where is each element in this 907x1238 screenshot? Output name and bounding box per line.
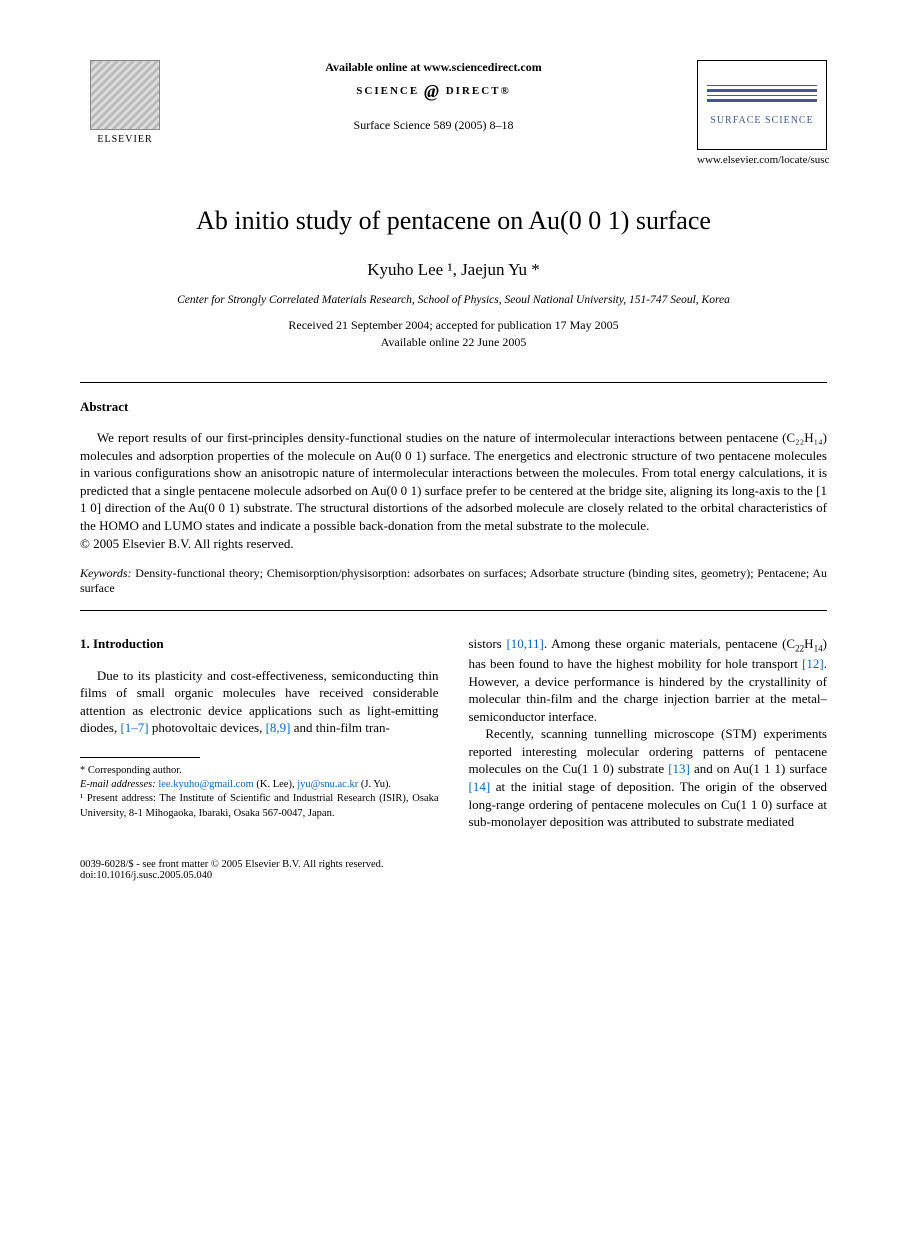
ref-link-12[interactable]: [12] (802, 656, 824, 671)
present-address-note: ¹ Present address: The Institute of Scie… (80, 792, 439, 820)
elsevier-tree-icon (90, 60, 160, 130)
received-date: Received 21 September 2004; accepted for… (80, 318, 827, 333)
header-row: ELSEVIER Available online at www.science… (80, 60, 827, 166)
online-date: Available online 22 June 2005 (80, 335, 827, 350)
intro-para-left: Due to its plasticity and cost-effective… (80, 667, 439, 737)
email-name-1: (K. Lee), (254, 779, 297, 790)
divider-bottom (80, 610, 827, 611)
keywords: Keywords: Density-functional theory; Che… (80, 566, 827, 596)
left-column: 1. Introduction Due to its plasticity an… (80, 635, 439, 830)
journal-logo-block: SURFACE SCIENCE www.elsevier.com/locate/… (697, 60, 827, 166)
sciencedirect-word1: SCIENCE (356, 85, 419, 97)
corresponding-author-note: * Corresponding author. (80, 764, 439, 778)
footnotes-block: * Corresponding author. E-mail addresses… (80, 764, 439, 821)
available-online-text: Available online at www.sciencedirect.co… (190, 60, 677, 75)
abstract-heading: Abstract (80, 399, 827, 415)
divider-top (80, 382, 827, 383)
author-list: Kyuho Lee ¹, Jaejun Yu * (80, 260, 827, 280)
email-line: E-mail addresses: lee.kyuho@gmail.com (K… (80, 778, 439, 792)
footnote-separator (80, 757, 200, 758)
sciencedirect-d-icon: @ (424, 81, 441, 102)
intro-para-right-2: Recently, scanning tunnelling microscope… (469, 725, 828, 830)
doi-line: doi:10.1016/j.susc.2005.05.040 (80, 870, 827, 881)
intro-para-right-1: sistors [10,11]. Among these organic mat… (469, 635, 828, 725)
keywords-label: Keywords: (80, 566, 132, 580)
publisher-name: ELSEVIER (97, 134, 152, 145)
ref-link-13[interactable]: [13] (668, 761, 690, 776)
email-link-2[interactable]: jyu@snu.ac.kr (297, 779, 358, 790)
journal-reference: Surface Science 589 (2005) 8–18 (190, 118, 677, 133)
email-name-2: (J. Yu). (358, 779, 391, 790)
sciencedirect-logo: SCIENCE @ DIRECT® (190, 81, 677, 102)
ref-link-8-9[interactable]: [8,9] (266, 720, 291, 735)
email-label: E-mail addresses: (80, 779, 156, 790)
keywords-text: Density-functional theory; Chemisorption… (80, 566, 827, 595)
page-container: ELSEVIER Available online at www.science… (0, 0, 907, 921)
affiliation: Center for Strongly Correlated Materials… (80, 294, 827, 306)
body-two-column: 1. Introduction Due to its plasticity an… (80, 635, 827, 830)
sciencedirect-word2: DIRECT (446, 85, 501, 97)
copyright-line: © 2005 Elsevier B.V. All rights reserved… (80, 536, 827, 552)
right-column: sistors [10,11]. Among these organic mat… (469, 635, 828, 830)
locate-url: www.elsevier.com/locate/susc (697, 154, 827, 166)
abstract-text: We report results of our first-principle… (80, 429, 827, 534)
header-center: Available online at www.sciencedirect.co… (170, 60, 697, 133)
ref-link-10-11[interactable]: [10,11] (506, 636, 543, 651)
article-title: Ab initio study of pentacene on Au(0 0 1… (80, 206, 827, 236)
journal-name: SURFACE SCIENCE (710, 115, 813, 126)
front-matter-line: 0039-6028/$ - see front matter © 2005 El… (80, 859, 827, 870)
journal-cover-box: SURFACE SCIENCE (697, 60, 827, 150)
ref-link-1-7[interactable]: [1–7] (120, 720, 148, 735)
journal-lines-icon (707, 85, 817, 105)
section-1-heading: 1. Introduction (80, 635, 439, 653)
ref-link-14[interactable]: [14] (469, 779, 491, 794)
publisher-logo-block: ELSEVIER (80, 60, 170, 160)
email-link-1[interactable]: lee.kyuho@gmail.com (158, 779, 253, 790)
